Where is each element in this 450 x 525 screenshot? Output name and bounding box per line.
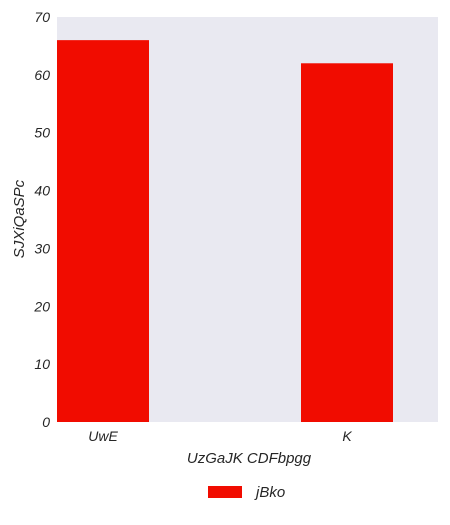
y-tick-label: 60 <box>34 67 50 83</box>
legend: jBko <box>208 484 285 501</box>
bars-group <box>57 40 393 423</box>
y-tick-label: 70 <box>34 9 50 25</box>
bar-uwe <box>57 40 149 423</box>
legend-label: jBko <box>254 484 285 501</box>
legend-swatch <box>208 486 242 498</box>
x-tick-label: K <box>342 428 352 444</box>
x-tick-label: UwE <box>88 428 118 444</box>
y-tick-label: 30 <box>34 240 50 256</box>
y-axis-label: SJXiQaSPc <box>11 179 28 258</box>
y-tick-label: 0 <box>42 414 50 430</box>
x-axis-ticks: UwE K <box>88 428 352 444</box>
y-tick-label: 20 <box>33 298 50 314</box>
y-axis-ticks: 0 10 20 30 40 50 60 70 <box>33 9 50 430</box>
bar-k <box>301 63 393 423</box>
y-tick-label: 40 <box>34 183 50 199</box>
x-axis-label: UzGaJK CDFbpgg <box>187 450 312 467</box>
y-tick-label: 50 <box>34 125 50 141</box>
y-tick-label: 10 <box>34 356 50 372</box>
